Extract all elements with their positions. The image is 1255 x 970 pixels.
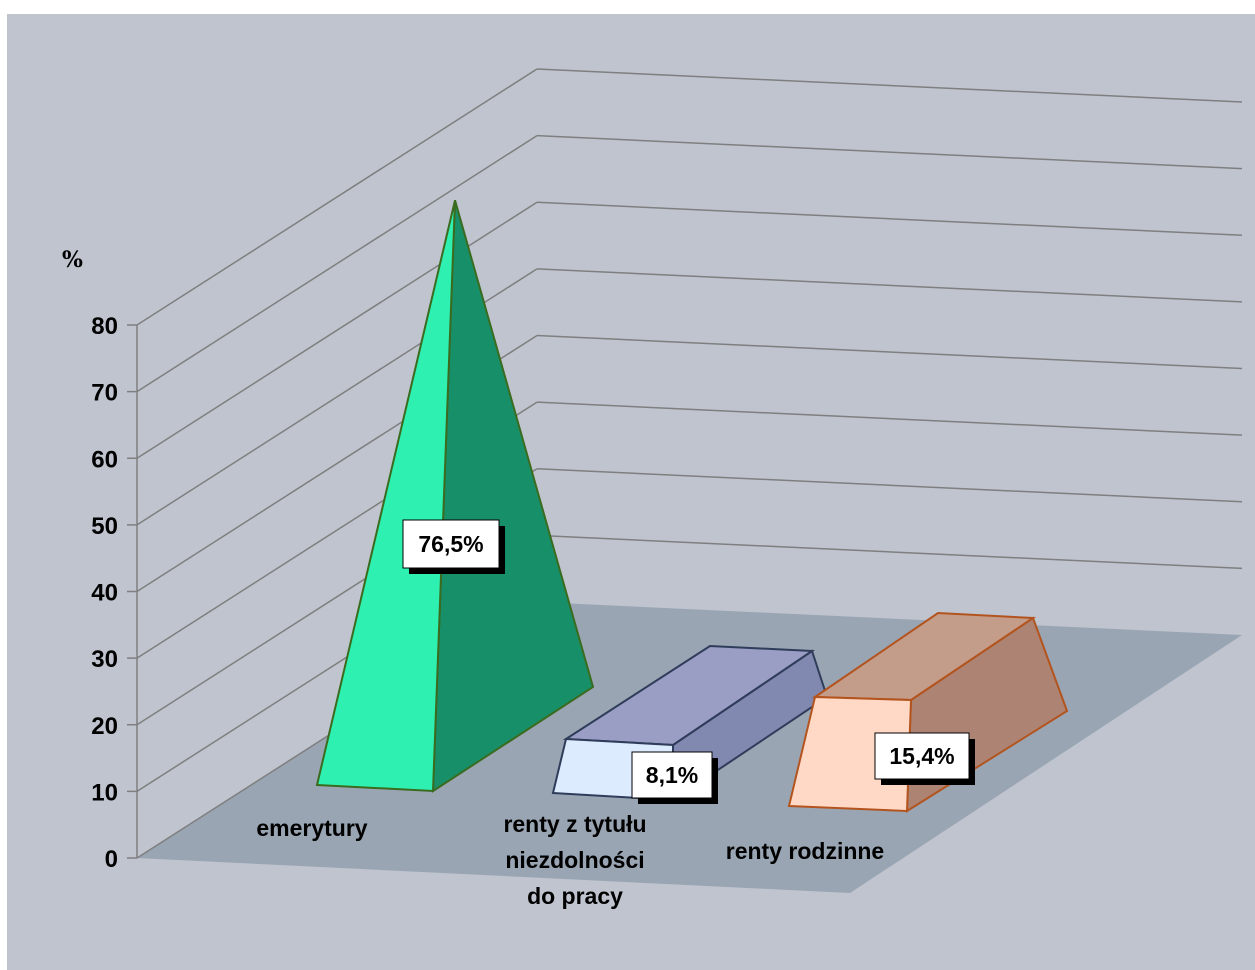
category-label: do pracy [527,883,623,909]
y-tick-label: 40 [91,580,118,607]
gridline-left [136,201,538,459]
data-label: 15,4% [874,732,975,785]
gridline-back [536,134,1243,170]
y-tick-label: 60 [91,446,118,473]
bar-renty-rodzinne-front [787,695,913,813]
gridline-back [536,201,1243,236]
bar-emerytury-front [315,200,456,793]
gridline-left [136,134,538,393]
y-axis: 0 10 20 30 40 50 60 70 80 [91,313,118,873]
gridline-back [536,534,1243,570]
data-label: 76,5% [402,519,505,574]
y-tick-label: 50 [91,513,118,540]
category-labels: emerytury renty z tytułu niezdolności do pr… [256,811,884,909]
category-label: emerytury [256,815,367,841]
y-tick-label: 30 [91,646,118,673]
data-label-box [874,732,970,780]
gridline-back [536,268,1243,303]
gridline-left [136,68,538,326]
data-label: 8,1% [631,751,718,804]
y-tick-label: 10 [91,779,118,806]
gridline-back [536,401,1243,436]
gridline-back [536,68,1243,103]
data-label-text: 76,5% [418,531,483,557]
y-tick-label: 80 [91,313,118,340]
data-label-text: 15,4% [889,743,954,769]
y-tick-label: 0 [105,846,118,873]
y-tick-label: 70 [91,380,118,407]
gridline-back [536,468,1243,503]
data-label-text: 8,1% [646,762,698,788]
bar-emerytury [315,200,595,793]
category-label: renty z tytułu [503,811,646,837]
data-labels: 76,5% 8,1% 15,4% [402,519,975,804]
y-tick-label: 20 [91,713,118,740]
category-label: renty rodzinne [726,838,884,864]
gridline-back [536,334,1243,370]
y-unit-label: % [62,247,83,273]
category-label: niezdolności [505,847,644,873]
data-label-box [631,751,713,799]
data-label-box [402,519,500,569]
